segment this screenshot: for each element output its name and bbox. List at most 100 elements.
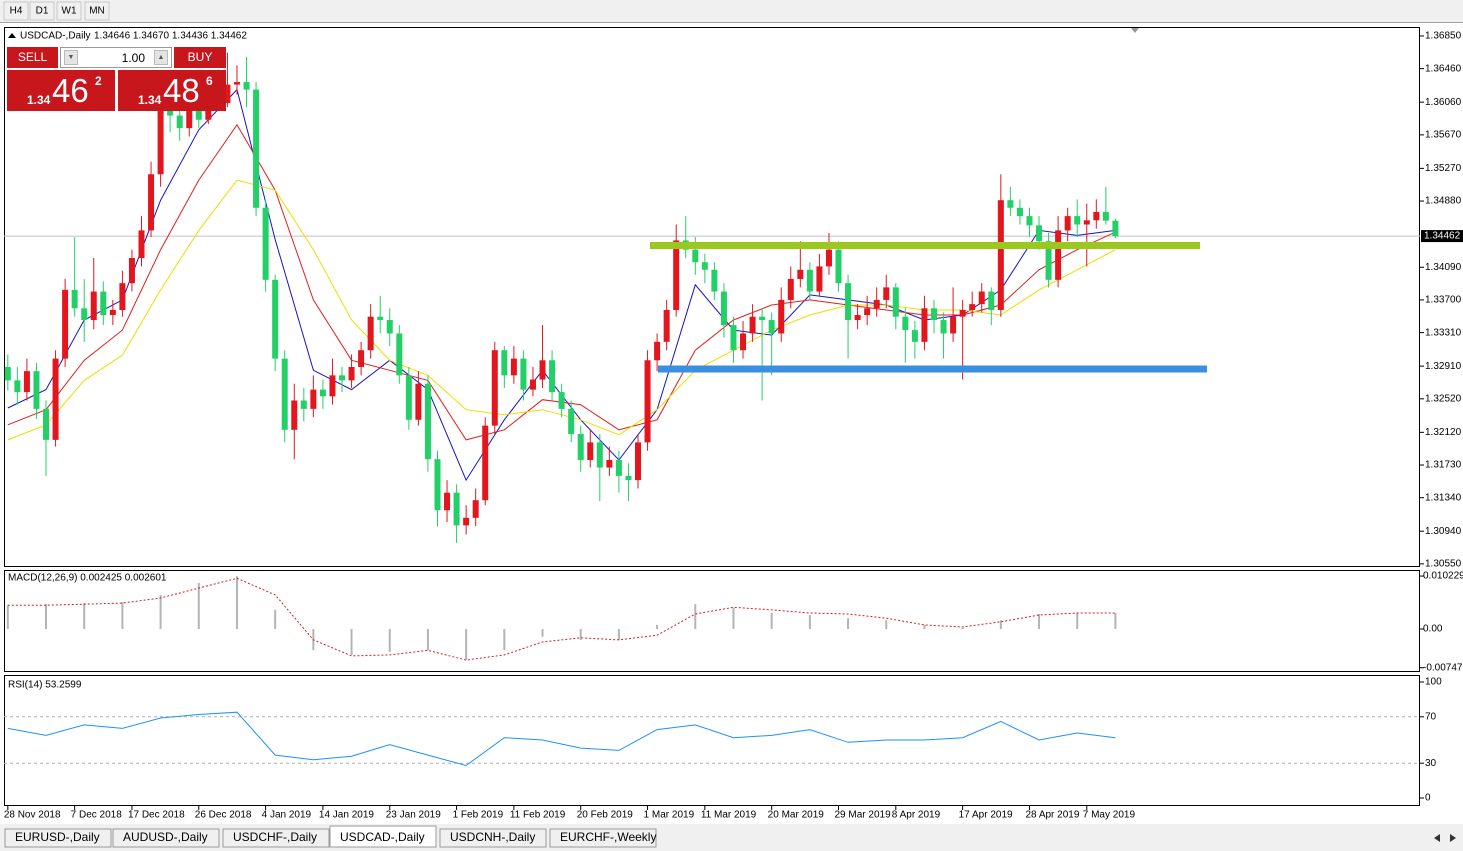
x-tick-label: 20 Mar 2019: [768, 810, 825, 821]
candle-body: [463, 517, 470, 526]
candle-body: [587, 442, 594, 460]
candle-body: [625, 475, 632, 481]
macd-histogram-bar: [999, 620, 1002, 630]
x-tick-label: 28 Apr 2019: [1025, 810, 1079, 821]
candle-body: [730, 325, 737, 351]
candle-body: [539, 360, 546, 380]
sell-button[interactable]: SELL: [7, 47, 58, 68]
scroll-right[interactable]: [1450, 834, 1456, 842]
timeframe-button[interactable]: [29, 1, 55, 21]
symbol-tab[interactable]: [112, 828, 220, 848]
shift-marker[interactable]: [1131, 28, 1139, 33]
candle-body: [62, 289, 69, 359]
symbol-tab-label: USDCAD-,Daily: [340, 830, 425, 844]
candle-body: [310, 389, 317, 409]
y-tick-label: 100: [1425, 677, 1442, 688]
y-tick-label: -0.007477: [1423, 662, 1463, 673]
timeframe-button[interactable]: [56, 1, 82, 21]
timeframe-button[interactable]: [3, 1, 29, 21]
candle-body: [424, 383, 431, 460]
candle-body: [759, 316, 766, 321]
y-tick-label: 1.36460: [1425, 63, 1462, 74]
x-tick-label: 7 Dec 2018: [71, 810, 123, 821]
symbol-tab-label: EURCHF-,Weekly: [560, 830, 656, 844]
y-tick-label: 1.32910: [1425, 361, 1462, 372]
x-tick-label: 11 Mar 2019: [701, 810, 757, 821]
current-price-label: 1.34462: [1424, 231, 1461, 242]
macd-histogram-bar: [656, 624, 659, 630]
symbol-tab-label: AUDUSD-,Daily: [123, 830, 208, 844]
macd-title: MACD(12,26,9) 0.002425 0.002601: [8, 573, 167, 584]
buy-button[interactable]: BUY: [174, 47, 226, 68]
macd-histogram-bar: [617, 629, 620, 640]
candle-body: [4, 366, 11, 381]
ask-price[interactable]: 1.34 48 6: [118, 70, 226, 111]
candle-body: [1064, 216, 1071, 231]
candle-body: [138, 230, 145, 259]
timeframe-label: MN: [89, 6, 105, 17]
macd-histogram-bar: [694, 604, 697, 630]
symbol-tab[interactable]: [4, 828, 112, 848]
candle-body: [157, 109, 164, 175]
y-tick-label: 1.34090: [1425, 262, 1462, 273]
candle-body: [100, 291, 107, 316]
candle-body: [816, 266, 823, 292]
candle-body: [339, 375, 346, 381]
price-panel-frame: [4, 27, 1420, 567]
candle-body: [281, 358, 288, 430]
volume-field[interactable]: ▼ 1.00 ▲: [60, 47, 172, 68]
macd-histogram-bar: [770, 612, 773, 630]
candle-body: [997, 200, 1004, 310]
candle-body: [1102, 211, 1109, 221]
macd-histogram-bar: [808, 615, 811, 630]
candle-body: [720, 291, 727, 326]
candle-body: [415, 383, 422, 420]
candle-body: [109, 309, 116, 316]
candle-body: [291, 400, 298, 430]
symbol-tab-label: USDCHF-,Daily: [233, 830, 317, 844]
collapse-icon[interactable]: [8, 33, 16, 38]
candle-body: [444, 492, 451, 511]
y-tick-label: 1.33700: [1425, 295, 1462, 306]
macd-histogram-bar: [83, 603, 86, 630]
candle-body: [329, 375, 336, 397]
candle-body: [568, 408, 575, 435]
symbol-tab[interactable]: [222, 828, 330, 848]
y-tick-label: 1.34880: [1425, 196, 1462, 207]
rsi-title: RSI(14) 53.2599: [8, 680, 82, 691]
symbol-tab[interactable]: [329, 825, 437, 848]
x-tick-label: 29 Mar 2019: [835, 810, 892, 821]
x-tick-label: 17 Dec 2018: [128, 810, 185, 821]
macd-histogram-bar: [350, 629, 353, 655]
moving-average: [7, 88, 1116, 482]
y-tick-label: 1.35670: [1425, 129, 1462, 140]
ask-fraction: 6: [206, 74, 213, 88]
ask-big-figure: 1.34: [138, 93, 162, 107]
volume-up[interactable]: ▲: [154, 50, 168, 65]
candle-body: [787, 278, 794, 300]
x-tick-label: 7 May 2019: [1083, 810, 1136, 821]
scroll-left[interactable]: [1434, 834, 1440, 842]
timeframe-button[interactable]: [84, 1, 110, 21]
candle-body: [596, 442, 603, 468]
symbol-tab[interactable]: [549, 828, 657, 848]
y-tick-label: 30: [1425, 758, 1437, 769]
candle-body: [195, 107, 202, 120]
candle-body: [950, 316, 957, 334]
symbol-tab[interactable]: [439, 828, 547, 848]
bid-price[interactable]: 1.34 46 2: [7, 70, 115, 111]
candle-body: [1083, 220, 1090, 225]
candle-body: [405, 375, 412, 420]
candle-body: [577, 434, 584, 460]
ohlc-header: 1.34646 1.34670 1.34436 1.34462: [94, 31, 247, 42]
candle-body: [549, 360, 556, 393]
macd-histogram-bar: [274, 609, 277, 630]
volume-down[interactable]: ▼: [64, 50, 78, 65]
y-tick-label: 1.30550: [1425, 559, 1462, 570]
candle-body: [52, 358, 59, 440]
candle-body: [520, 358, 527, 390]
macd-histogram-bar: [235, 576, 238, 630]
y-tick-label: 0.00: [1423, 624, 1443, 635]
macd-histogram-bar: [923, 624, 926, 630]
candle-body: [348, 366, 355, 381]
